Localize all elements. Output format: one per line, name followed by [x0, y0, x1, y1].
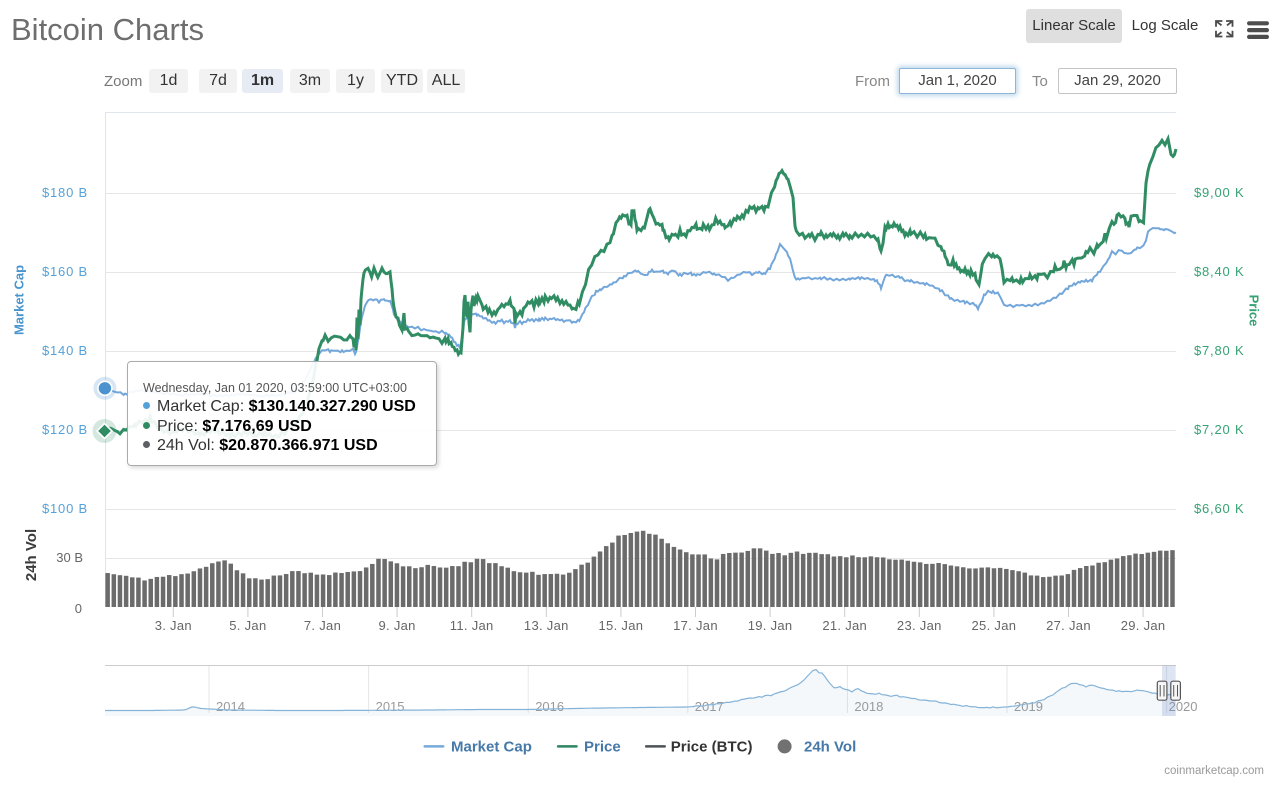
svg-text:0: 0 — [75, 601, 82, 616]
svg-text:2017: 2017 — [695, 699, 724, 714]
svg-text:15. Jan: 15. Jan — [599, 618, 644, 633]
svg-text:5. Jan: 5. Jan — [229, 618, 266, 633]
svg-text:17. Jan: 17. Jan — [673, 618, 718, 633]
svg-text:$100 B: $100 B — [42, 501, 88, 516]
svg-text:$7,80 K: $7,80 K — [1194, 343, 1244, 358]
svg-text:21. Jan: 21. Jan — [822, 618, 867, 633]
svg-text:$8,40 K: $8,40 K — [1194, 264, 1244, 279]
svg-text:19. Jan: 19. Jan — [748, 618, 793, 633]
svg-text:Price: Price — [1247, 295, 1262, 327]
svg-text:Market Cap: Market Cap — [451, 738, 532, 755]
svg-text:$140 B: $140 B — [42, 343, 88, 358]
svg-text:$7,20 K: $7,20 K — [1194, 422, 1244, 437]
svg-text:2020: 2020 — [1169, 699, 1198, 714]
svg-text:29. Jan: 29. Jan — [1121, 618, 1166, 633]
svg-text:24h Vol: 24h Vol — [804, 738, 856, 755]
svg-text:Price (BTC): Price (BTC) — [671, 738, 753, 755]
svg-text:Market Cap: Market Cap — [12, 265, 27, 335]
svg-text:$120 B: $120 B — [42, 422, 88, 437]
svg-text:25. Jan: 25. Jan — [972, 618, 1017, 633]
svg-text:13. Jan: 13. Jan — [524, 618, 569, 633]
svg-text:$160 B: $160 B — [42, 264, 88, 279]
svg-text:$6,60 K: $6,60 K — [1194, 501, 1244, 516]
svg-text:24h Vol: 24h Vol — [23, 529, 40, 581]
svg-text:23. Jan: 23. Jan — [897, 618, 942, 633]
svg-text:3. Jan: 3. Jan — [155, 618, 192, 633]
svg-text:Price: Price — [584, 738, 621, 755]
svg-text:27. Jan: 27. Jan — [1046, 618, 1091, 633]
svg-text:30 B: 30 B — [56, 550, 83, 565]
svg-text:2018: 2018 — [854, 699, 883, 714]
svg-text:9. Jan: 9. Jan — [378, 618, 415, 633]
svg-text:2016: 2016 — [535, 699, 564, 714]
svg-text:$180 B: $180 B — [42, 185, 88, 200]
svg-text:coinmarketcap.com: coinmarketcap.com — [1164, 765, 1264, 777]
svg-text:11. Jan: 11. Jan — [450, 618, 494, 633]
svg-text:7. Jan: 7. Jan — [304, 618, 341, 633]
svg-text:$9,00 K: $9,00 K — [1194, 185, 1244, 200]
